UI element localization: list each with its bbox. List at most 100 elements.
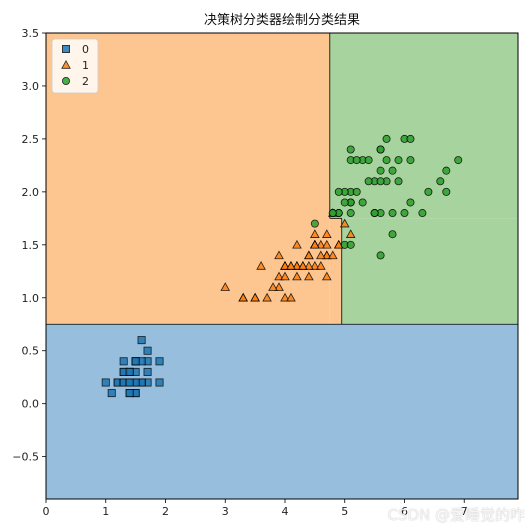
x-tick-label: 5 (341, 505, 348, 518)
point-class-2 (364, 156, 373, 165)
point-class-1 (280, 261, 290, 270)
point-class-2 (334, 187, 343, 196)
point-class-2 (376, 145, 385, 154)
y-tick-label: 2.0 (22, 186, 40, 199)
point-class-0 (119, 357, 128, 366)
point-class-1 (286, 292, 296, 302)
point-class-1 (310, 261, 320, 270)
y-tick-label: 3.5 (22, 27, 40, 40)
point-class-2 (346, 209, 355, 218)
point-class-1 (274, 271, 284, 281)
point-class-1 (280, 271, 290, 281)
point-class-1 (280, 292, 290, 302)
point-class-2 (370, 209, 379, 218)
point-class-2 (328, 209, 337, 218)
point-class-1 (339, 218, 350, 228)
legend-marker-0 (62, 45, 71, 54)
y-axis-ticks: −0.5 0.0 0.5 1.0 1.5 2.0 2.5 3.0 3.5 (12, 27, 46, 464)
point-class-0 (125, 367, 134, 376)
point-class-1 (250, 292, 260, 302)
chart-title: 决策树分类器绘制分类结果 (204, 12, 360, 28)
point-class-0 (155, 357, 164, 366)
point-class-1 (304, 250, 314, 260)
point-class-2 (424, 187, 433, 196)
point-class-0 (137, 336, 146, 345)
decision-boundaries (46, 33, 518, 325)
x-tick-label: 4 (281, 505, 288, 518)
point-class-0 (155, 378, 164, 387)
y-tick-label: 1.5 (22, 239, 40, 252)
point-class-1 (220, 282, 231, 291)
legend-label: 2 (82, 75, 89, 88)
x-axis-ticks: 0 1 2 3 4 5 6 7 (43, 499, 468, 518)
x-tick-label: 2 (162, 505, 169, 518)
decision-regions (46, 33, 518, 499)
point-class-2 (364, 177, 373, 186)
point-class-1 (321, 271, 332, 281)
point-class-2 (352, 187, 361, 196)
point-class-2 (442, 166, 451, 175)
point-class-1 (316, 261, 326, 270)
point-class-2 (376, 177, 385, 186)
point-class-1 (262, 292, 272, 302)
point-class-1 (316, 239, 326, 249)
point-class-0 (107, 389, 116, 398)
region-class-0 (46, 324, 518, 499)
point-class-1 (268, 282, 278, 291)
point-class-1 (321, 239, 332, 249)
point-class-1 (321, 250, 332, 260)
point-class-2 (358, 198, 367, 207)
region-class-2 (341, 218, 518, 325)
point-class-2 (352, 156, 361, 165)
point-class-1 (321, 229, 332, 238)
point-class-1 (304, 261, 314, 270)
point-class-1 (310, 229, 320, 238)
region-class-1 (329, 218, 342, 325)
point-class-1 (304, 271, 314, 281)
point-class-2 (394, 177, 403, 186)
legend-marker-1 (61, 60, 71, 69)
point-class-2 (406, 134, 415, 143)
point-class-2 (406, 198, 415, 207)
x-tick-label: 7 (461, 505, 468, 518)
point-class-2 (346, 240, 355, 249)
legend-marker-2 (62, 77, 71, 86)
x-tick-label: 0 (43, 505, 50, 518)
point-class-1 (327, 250, 338, 260)
point-class-2 (406, 156, 415, 165)
point-class-1 (292, 239, 302, 249)
point-class-1 (274, 250, 284, 260)
point-class-2 (382, 156, 391, 165)
point-class-2 (346, 145, 355, 154)
y-tick-label: 3.0 (22, 80, 40, 93)
point-class-1 (316, 250, 326, 260)
point-class-1 (298, 261, 308, 270)
point-class-2 (382, 134, 391, 143)
y-tick-label: −0.5 (12, 451, 39, 464)
plot-frame (45, 32, 519, 500)
point-class-1 (274, 282, 284, 291)
point-class-2 (394, 156, 403, 165)
point-class-1 (292, 261, 302, 270)
x-tick-label: 3 (222, 505, 229, 518)
point-class-2 (376, 251, 385, 260)
watermark: CSDN @爱睡觉的咋 (387, 506, 525, 524)
point-class-2 (436, 177, 445, 186)
point-class-2 (340, 198, 349, 207)
y-tick-label: 1.0 (22, 292, 40, 305)
point-class-0 (131, 357, 140, 366)
x-tick-label: 1 (102, 505, 109, 518)
point-class-2 (376, 166, 385, 175)
legend-box (51, 38, 99, 94)
point-class-0 (101, 378, 110, 387)
point-class-2 (454, 156, 463, 165)
point-class-0 (143, 367, 152, 376)
point-class-1 (310, 239, 320, 249)
point-class-1 (238, 292, 248, 302)
point-class-2 (400, 209, 409, 218)
data-points (101, 134, 463, 398)
point-class-2 (418, 209, 427, 218)
x-tick-label: 6 (401, 505, 408, 518)
